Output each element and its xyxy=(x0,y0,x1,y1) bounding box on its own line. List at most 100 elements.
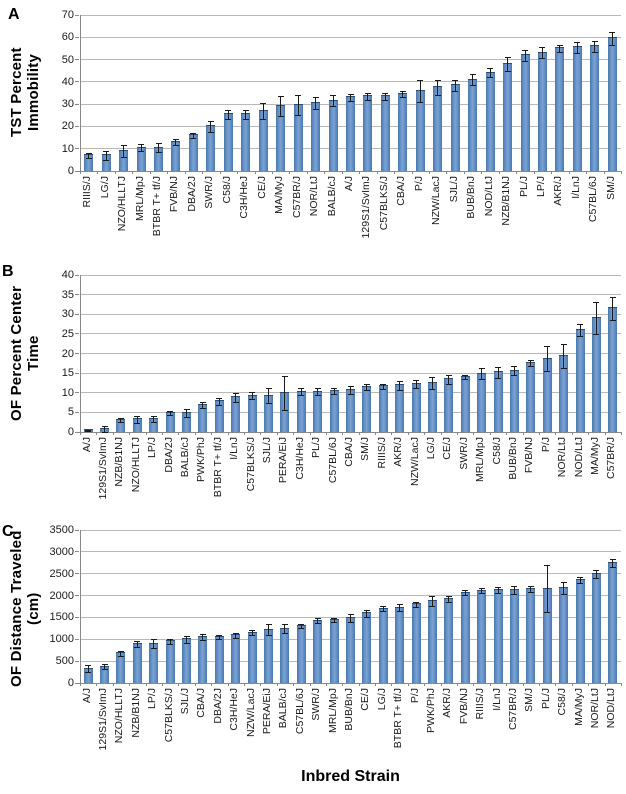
error-bar-cap-top xyxy=(593,302,600,304)
x-axis-tick xyxy=(80,171,81,174)
error-bar-cap-top xyxy=(242,109,249,111)
error-bar xyxy=(366,384,368,391)
error-bar-cap-bottom xyxy=(85,431,92,433)
x-axis-tick xyxy=(211,683,213,686)
error-bar-cap-bottom xyxy=(150,422,157,424)
bar xyxy=(572,46,582,171)
x-tick-label: NOR/LtJ xyxy=(308,176,321,217)
x-tick-label: MA/MyJ xyxy=(273,176,286,214)
x-axis-tick xyxy=(342,432,344,435)
error-bar-cap-top xyxy=(609,296,616,298)
x-tick-label: DBA/2J xyxy=(211,688,224,724)
x-axis-tick xyxy=(440,683,442,686)
error-bar-cap-bottom xyxy=(298,395,305,397)
x-tick-label: C3H/HeJ xyxy=(293,437,306,480)
x-tick-label: BTBR T+ tf/J xyxy=(151,176,164,237)
error-bar xyxy=(415,380,417,389)
x-tick-label: CE/J xyxy=(441,437,454,460)
error-bar xyxy=(333,617,335,623)
error-bar-cap-bottom xyxy=(478,378,485,380)
error-bar xyxy=(245,109,247,119)
error-bar-cap-top xyxy=(155,143,162,145)
error-bar-cap-bottom xyxy=(207,132,214,133)
error-bar-cap-top xyxy=(363,609,370,611)
error-bar xyxy=(169,639,171,644)
error-bar-cap-bottom xyxy=(495,377,502,379)
x-axis-tick xyxy=(325,432,327,435)
error-bar xyxy=(235,633,237,638)
x-axis-tick xyxy=(539,432,541,435)
panel-c-plot-area: 0 500 1000 1500 2000 2500 3000 3500 A/J 129S1/SvI… xyxy=(50,524,622,750)
y-tick-label: 2500 xyxy=(49,567,74,580)
error-bar-cap-bottom xyxy=(478,593,485,595)
error-bar-cap-bottom xyxy=(504,70,511,72)
x-tick-label: C58/J xyxy=(220,176,233,204)
error-bar-cap-top xyxy=(462,590,469,592)
x-tick-label: P/J xyxy=(539,437,552,453)
bar xyxy=(468,78,478,171)
error-bar xyxy=(251,392,253,399)
error-bar-cap-top xyxy=(380,606,387,608)
x-tick-label: BALB/cJ xyxy=(277,688,290,729)
gridline xyxy=(80,573,621,575)
error-bar-cap-top xyxy=(260,103,267,105)
error-bar xyxy=(120,418,122,423)
error-bar-cap-bottom xyxy=(347,394,354,396)
error-bar xyxy=(175,138,177,146)
x-tick-label: C57BR/J xyxy=(506,688,519,731)
bar xyxy=(198,636,208,683)
y-tick-label: 2000 xyxy=(49,589,74,602)
x-tick-label: NZW/LacJ xyxy=(430,176,443,226)
error-bar-cap-top xyxy=(85,665,92,667)
x-tick-label: 129S1/SvImJ xyxy=(97,688,110,751)
x-axis-tick xyxy=(80,683,81,686)
x-axis-tick xyxy=(429,171,431,174)
bar xyxy=(526,588,536,683)
x-axis-tick xyxy=(391,683,393,686)
bar xyxy=(378,607,388,683)
y-axis-tick xyxy=(75,411,79,413)
error-bar xyxy=(611,31,613,46)
error-bar-cap-bottom xyxy=(363,390,370,392)
bar xyxy=(493,371,503,432)
x-axis-tick xyxy=(359,171,361,174)
bar xyxy=(346,617,355,683)
x-tick-label: NZO/HLLTJ xyxy=(129,437,142,493)
bar xyxy=(296,625,306,683)
error-bar xyxy=(350,386,351,395)
error-bar-cap-top xyxy=(103,150,110,152)
error-bar-cap-top xyxy=(249,392,256,394)
error-bar xyxy=(284,624,286,634)
error-bar-cap-bottom xyxy=(117,655,124,657)
bar xyxy=(477,589,487,683)
x-tick-label: RIIIS/J xyxy=(375,437,388,469)
error-bar-cap-top xyxy=(298,624,305,626)
error-bar-cap-bottom xyxy=(593,577,600,579)
error-bar-cap-top xyxy=(265,624,272,626)
y-axis-tick xyxy=(75,333,79,335)
error-bar xyxy=(576,41,578,53)
error-bar-cap-top xyxy=(277,96,284,98)
x-tick-label: NZB/B1NJ xyxy=(113,437,126,487)
y-tick-label: 10 xyxy=(61,142,74,155)
x-tick-label: C57BLKS/J xyxy=(377,176,390,231)
error-bar-cap-bottom xyxy=(434,95,441,97)
error-bar-cap-top xyxy=(190,132,197,134)
x-axis-title: Inbred Strain xyxy=(301,768,400,785)
x-tick-label: I/LnJ xyxy=(228,437,241,460)
x-axis-tick xyxy=(293,683,295,686)
y-axis-tick xyxy=(75,170,79,172)
x-tick-label: SM/J xyxy=(604,176,617,200)
error-bar xyxy=(489,68,491,78)
y-axis-tick xyxy=(75,59,79,61)
bar xyxy=(575,328,585,432)
bar xyxy=(590,45,600,171)
x-axis-tick xyxy=(440,432,442,435)
error-bar xyxy=(481,368,483,379)
error-bar-cap-bottom xyxy=(591,51,598,53)
error-bar xyxy=(153,415,155,423)
y-axis-tick xyxy=(75,682,79,684)
y-tick-label: 50 xyxy=(61,53,74,66)
error-bar-cap-bottom xyxy=(190,138,197,140)
bar xyxy=(460,591,470,683)
